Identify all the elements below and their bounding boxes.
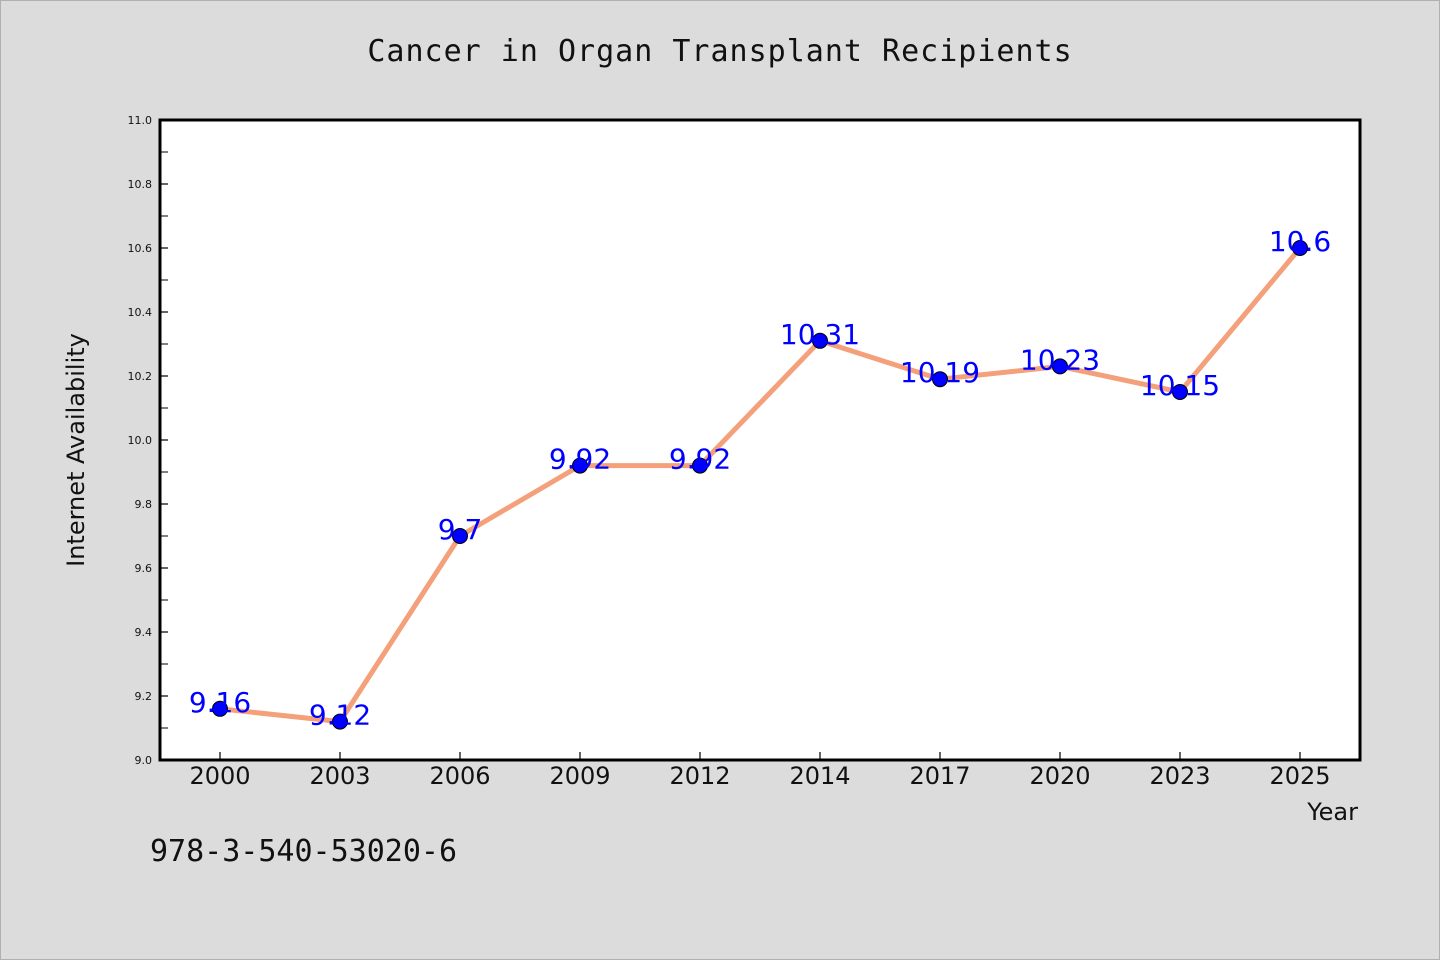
y-tick-label: 10.8 bbox=[128, 178, 153, 191]
data-point bbox=[812, 332, 828, 349]
x-tick-label: 2003 bbox=[309, 762, 370, 790]
data-label: 9.12 bbox=[309, 699, 371, 732]
x-tick-label: 2017 bbox=[909, 762, 970, 790]
y-tick-label: 9.4 bbox=[135, 626, 153, 639]
x-tick-label: 2025 bbox=[1269, 762, 1330, 790]
y-tick-label: 11.0 bbox=[128, 114, 153, 127]
data-label: 10.6 bbox=[1269, 225, 1331, 258]
x-tick-label: 2006 bbox=[429, 762, 490, 790]
data-point bbox=[1172, 384, 1188, 400]
chart-title: Cancer in Organ Transplant Recipients bbox=[367, 34, 1073, 69]
x-tick-label: 2020 bbox=[1029, 762, 1090, 790]
y-tick-label: 10.4 bbox=[128, 306, 153, 319]
data-label: 9.16 bbox=[189, 686, 251, 719]
footer-code: 978-3-540-53020-6 bbox=[150, 834, 458, 869]
y-tick-label: 9.2 bbox=[135, 690, 153, 703]
y-tick-label: 9.0 bbox=[135, 754, 153, 767]
x-tick-label: 2000 bbox=[189, 762, 250, 790]
data-label: 10.23 bbox=[1020, 343, 1100, 376]
y-tick-label: 9.6 bbox=[135, 562, 153, 575]
x-tick-label: 2014 bbox=[789, 762, 850, 790]
data-point bbox=[452, 528, 468, 544]
y-axis-label: Internet Availability bbox=[62, 333, 90, 567]
y-tick-label: 9.8 bbox=[135, 498, 153, 511]
x-tick-label: 2012 bbox=[669, 762, 730, 790]
data-label: 9.92 bbox=[549, 443, 611, 476]
x-tick-label: 2009 bbox=[549, 762, 610, 790]
data-label: 10.15 bbox=[1140, 369, 1220, 402]
data-label: 9.92 bbox=[669, 443, 731, 476]
data-label: 10.19 bbox=[900, 356, 980, 389]
data-point bbox=[212, 700, 228, 717]
data-label: 9.7 bbox=[438, 513, 483, 546]
y-tick-label: 10.2 bbox=[128, 370, 153, 383]
data-label: 10.31 bbox=[780, 318, 860, 351]
data-point bbox=[332, 713, 348, 730]
data-point bbox=[572, 457, 588, 474]
x-axis-label: Year bbox=[1306, 798, 1358, 826]
data-point bbox=[1292, 240, 1308, 256]
data-point bbox=[692, 457, 708, 474]
data-point bbox=[1052, 358, 1068, 375]
x-tick-label: 2023 bbox=[1149, 762, 1210, 790]
y-tick-label: 10.6 bbox=[128, 242, 153, 255]
data-point bbox=[932, 371, 948, 388]
series-line bbox=[219, 246, 1302, 725]
plot-area bbox=[158, 118, 1362, 762]
y-tick-label: 10.0 bbox=[128, 434, 153, 447]
